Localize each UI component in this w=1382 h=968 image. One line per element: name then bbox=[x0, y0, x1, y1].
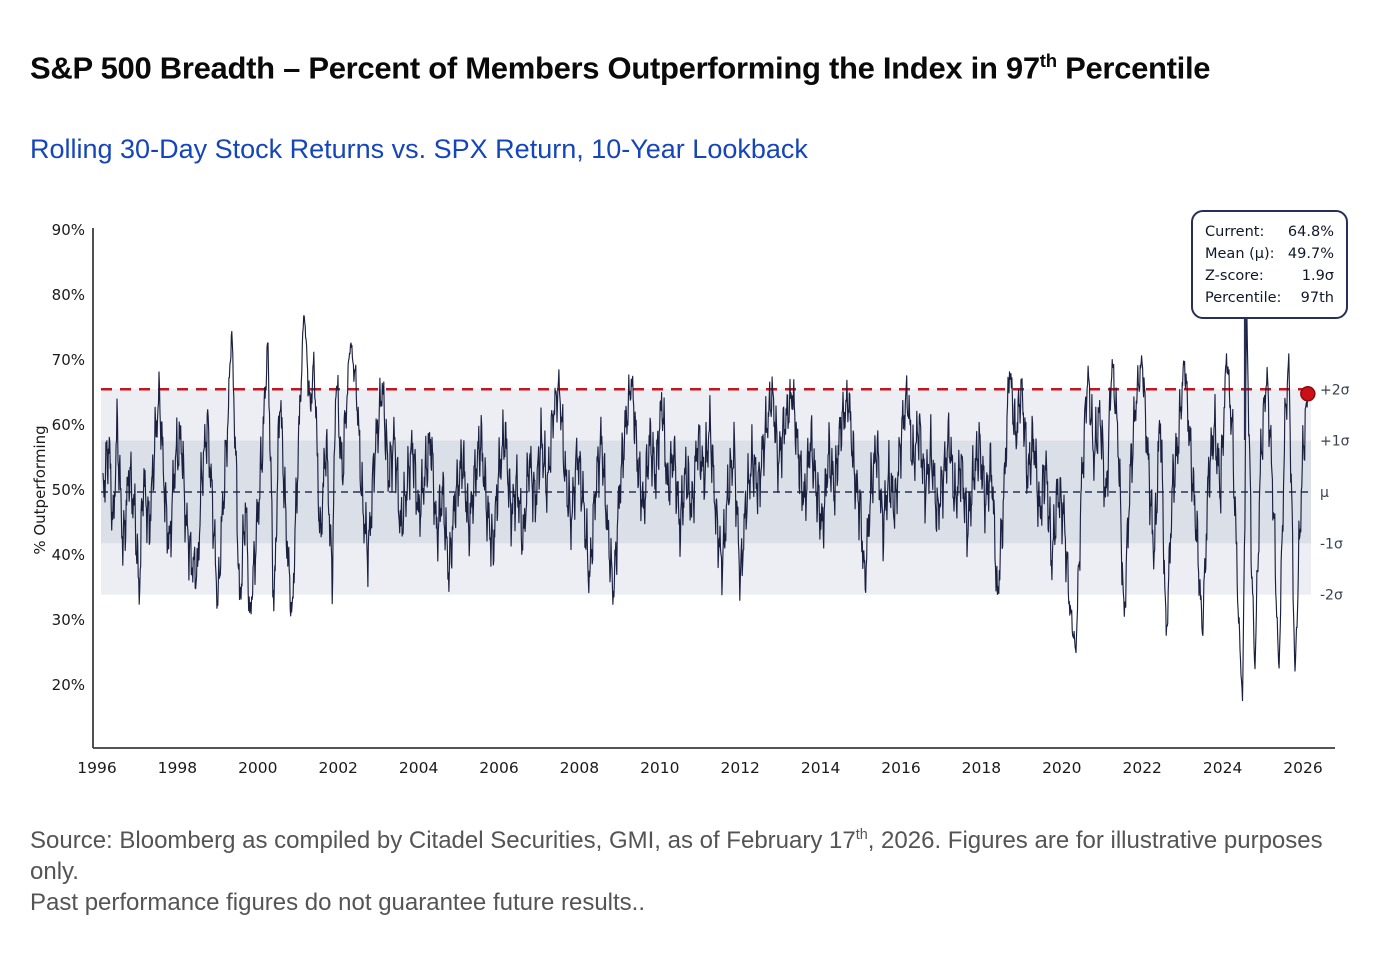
stat-label: Current: bbox=[1205, 224, 1265, 240]
y-axis-title: % Outperforming bbox=[31, 425, 49, 554]
x-tick-label: 2020 bbox=[1042, 759, 1081, 777]
x-tick-label: 2002 bbox=[318, 759, 357, 777]
x-tick-label: 1996 bbox=[77, 759, 116, 777]
stat-label: Mean (μ): bbox=[1205, 246, 1275, 262]
page-title-text: S&P 500 Breadth – Percent of Members Out… bbox=[30, 50, 1040, 86]
stats-callout-box: Current: 64.8% Mean (μ): 49.7% Z-score: … bbox=[1191, 210, 1348, 319]
x-tick-label: 2010 bbox=[640, 759, 679, 777]
y-tick-label: 80% bbox=[52, 286, 85, 304]
stat-value: 49.7% bbox=[1287, 246, 1334, 262]
page-title-superscript: th bbox=[1039, 50, 1057, 71]
source-superscript: th bbox=[855, 827, 868, 843]
breadth-series-line bbox=[102, 307, 1309, 702]
y-tick-label: 40% bbox=[52, 546, 85, 564]
stat-value: 64.8% bbox=[1287, 224, 1334, 240]
stat-row-percentile: Percentile: 97th bbox=[1205, 287, 1334, 309]
x-tick-label: 2008 bbox=[560, 759, 599, 777]
stat-value: 97th bbox=[1300, 290, 1334, 306]
sigma-band-label: -2σ bbox=[1320, 588, 1343, 604]
stat-value: 1.9σ bbox=[1301, 268, 1334, 284]
sigma-band-label: μ bbox=[1320, 485, 1329, 501]
y-tick-label: 70% bbox=[52, 351, 85, 369]
x-tick-label: 2026 bbox=[1283, 759, 1322, 777]
chart-subtitle: Rolling 30-Day Stock Returns vs. SPX Ret… bbox=[30, 134, 808, 164]
sigma-band-label: +2σ bbox=[1320, 382, 1350, 398]
source-line-1: Source: Bloomberg as compiled by Citadel… bbox=[30, 820, 1360, 887]
x-tick-label: 2014 bbox=[801, 759, 840, 777]
x-tick-label: 2012 bbox=[720, 759, 759, 777]
x-tick-label: 2024 bbox=[1203, 759, 1242, 777]
x-tick-label: 2016 bbox=[881, 759, 920, 777]
source-line-2: Past performance figures do not guarante… bbox=[30, 889, 646, 916]
stat-row-mean: Mean (μ): 49.7% bbox=[1205, 243, 1334, 265]
page-title: S&P 500 Breadth – Percent of Members Out… bbox=[30, 50, 1360, 86]
y-tick-label: 20% bbox=[52, 676, 85, 694]
x-tick-label: 2000 bbox=[238, 759, 277, 777]
stat-row-zscore: Z-score: 1.9σ bbox=[1205, 265, 1334, 287]
sigma-band-label: +1σ bbox=[1320, 434, 1350, 450]
y-tick-label: 30% bbox=[52, 611, 85, 629]
y-tick-label: 60% bbox=[52, 416, 85, 434]
source-text: Source: Bloomberg as compiled by Citadel… bbox=[30, 827, 856, 854]
x-tick-label: 2006 bbox=[479, 759, 518, 777]
y-tick-label: 50% bbox=[52, 481, 85, 499]
x-tick-label: 2022 bbox=[1122, 759, 1161, 777]
source-text: , 2026. Figures are for illustrative pur… bbox=[30, 827, 1323, 885]
y-tick-label: 90% bbox=[52, 221, 85, 239]
sigma-band-label: -1σ bbox=[1320, 536, 1343, 552]
stat-label: Z-score: bbox=[1205, 268, 1264, 284]
inner-1sigma-band bbox=[101, 440, 1311, 544]
current-value-dot bbox=[1300, 386, 1316, 402]
stat-row-current: Current: 64.8% bbox=[1205, 221, 1334, 243]
x-tick-label: 2018 bbox=[962, 759, 1001, 777]
x-tick-label: 1998 bbox=[158, 759, 197, 777]
page-title-tail: Percentile bbox=[1056, 50, 1211, 86]
stat-label: Percentile: bbox=[1205, 290, 1282, 306]
source-note: Source: Bloomberg as compiled by Citadel… bbox=[30, 820, 1360, 918]
outer-2sigma-band bbox=[101, 389, 1311, 595]
x-tick-label: 2004 bbox=[399, 759, 438, 777]
